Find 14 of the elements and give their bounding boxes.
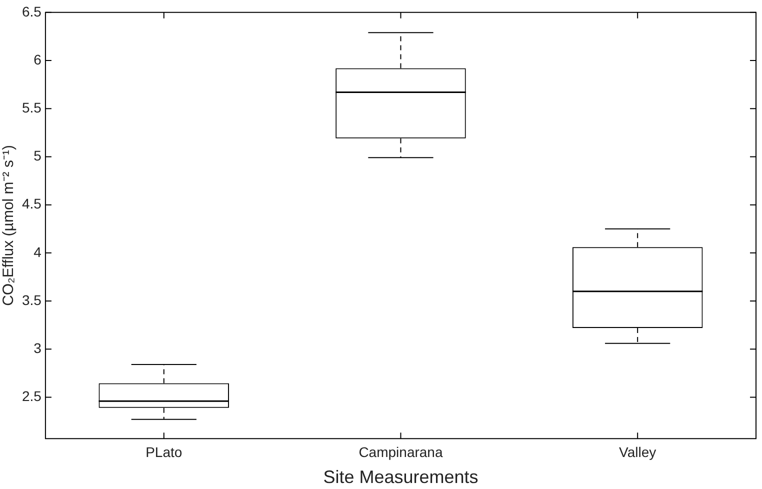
y-tick-label: 6.5 bbox=[22, 3, 42, 20]
y-tick-label: 6 bbox=[34, 51, 42, 68]
y-tick-label: 4.5 bbox=[22, 196, 42, 212]
y-tick-label: 2.5 bbox=[22, 388, 42, 404]
y-tick-label: 3 bbox=[34, 340, 42, 356]
y-axis-title: CO₂Efflux (µmol m⁻² s⁻¹) bbox=[0, 145, 18, 306]
x-tick-label: Valley bbox=[619, 444, 656, 460]
x-tick-label: PLato bbox=[146, 444, 182, 460]
x-axis-title: Site Measurements bbox=[323, 467, 478, 488]
y-tick-label: 4 bbox=[34, 244, 42, 260]
y-tick-label: 3.5 bbox=[22, 292, 42, 308]
x-tick-label: Campinarana bbox=[358, 444, 443, 460]
y-tick-label: 5.5 bbox=[22, 99, 42, 116]
y-tick-label: 5 bbox=[34, 148, 42, 164]
